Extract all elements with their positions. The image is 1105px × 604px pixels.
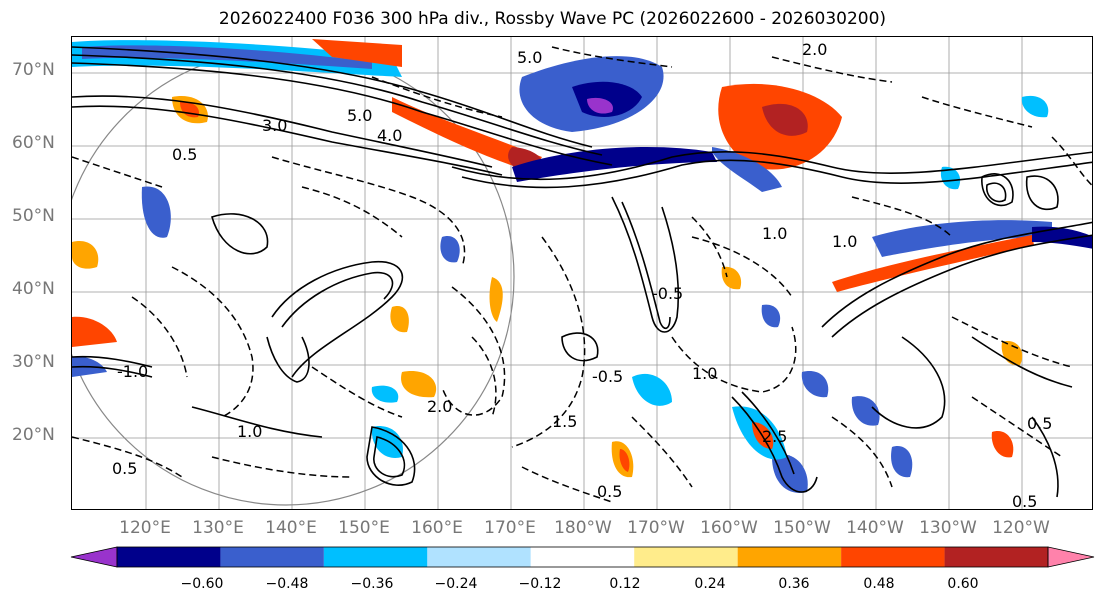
colorbar-tick: 0.12	[609, 576, 641, 592]
lon-label: 130°W	[919, 518, 977, 538]
colorbar-swatches	[70, 546, 1095, 568]
contour-label: 0.5	[597, 482, 622, 501]
colorbar-tick: −0.48	[265, 576, 309, 592]
contour-label: 1.0	[692, 364, 717, 383]
contour-label: 2.0	[427, 397, 452, 416]
colorbar-swatch	[944, 547, 1048, 567]
lon-label: 120°E	[119, 518, 171, 538]
contour-label: 2.5	[762, 427, 787, 446]
map-title: 2026022400 F036 300 hPa div., Rossby Wav…	[218, 9, 887, 29]
contour-label: 0.5	[1012, 492, 1037, 510]
contour-label: 0.5	[172, 145, 197, 164]
lat-label: 40°N	[12, 279, 55, 299]
lon-label: 160°E	[411, 518, 463, 538]
contour-label: 0.5	[1027, 414, 1052, 433]
divergence-shading	[72, 39, 1092, 493]
lat-label: 50°N	[12, 206, 55, 226]
lat-label: 60°N	[12, 133, 55, 153]
lon-label: 150°E	[338, 518, 390, 538]
contour-label: 3.0	[262, 116, 287, 135]
contour-labels: 5.0 5.0 4.0 3.0 2.0 1.0 0.5 -1.0 -0.5 0.…	[112, 40, 1052, 510]
contour-label: 1.0	[832, 232, 857, 251]
contour-label: -0.5	[592, 367, 623, 386]
contour-label: -1.0	[117, 362, 148, 381]
colorbar-swatch	[323, 547, 428, 567]
colorbar-tick: −0.36	[350, 576, 394, 592]
lon-label: 140°W	[846, 518, 904, 538]
lon-label: 140°E	[265, 518, 317, 538]
positive-contours	[72, 46, 1092, 498]
contour-label: 1.0	[237, 422, 262, 441]
lon-label: 120°W	[992, 518, 1050, 538]
map-panel: 5.0 5.0 4.0 3.0 2.0 1.0 0.5 -1.0 -0.5 0.…	[71, 36, 1093, 510]
colorbar-swatch	[530, 547, 635, 567]
colorbar	[70, 546, 1095, 572]
lon-label: 150°W	[773, 518, 831, 538]
colorbar-swatch	[220, 547, 324, 567]
lon-label: 180°W	[554, 518, 612, 538]
colorbar-tick: 0.24	[694, 576, 726, 592]
contour-label: 1.0	[762, 224, 787, 243]
colorbar-frame	[116, 546, 1049, 568]
colorbar-tick: −0.24	[434, 576, 478, 592]
lon-label: 170°E	[484, 518, 536, 538]
colorbar-tick: −0.60	[180, 576, 224, 592]
colorbar-swatch	[841, 547, 945, 567]
contour-label: 5.0	[347, 106, 372, 125]
colorbar-tick: 0.48	[863, 576, 895, 592]
region-circle	[72, 48, 515, 506]
lat-label: 70°N	[12, 60, 55, 80]
negative-contours	[72, 46, 1092, 503]
lon-label: 130°E	[192, 518, 244, 538]
colorbar-swatch	[634, 547, 738, 567]
colorbar-swatch	[1047, 546, 1095, 568]
lon-label: 170°W	[627, 518, 685, 538]
colorbar-tick: 0.60	[947, 576, 979, 592]
contour-label: 2.0	[802, 40, 827, 59]
contour-label: 0.5	[112, 459, 137, 478]
lon-label: 160°W	[700, 518, 758, 538]
colorbar-tick: 0.36	[778, 576, 810, 592]
contour-label: 1.5	[552, 412, 577, 431]
colorbar-swatch	[427, 547, 531, 567]
colorbar-swatch	[70, 546, 118, 568]
contour-label: 4.0	[377, 126, 402, 145]
colorbar-swatch	[737, 547, 842, 567]
contour-label: -0.5	[652, 284, 683, 303]
map-canvas: 5.0 5.0 4.0 3.0 2.0 1.0 0.5 -1.0 -0.5 0.…	[72, 37, 1092, 510]
colorbar-swatch	[117, 547, 221, 567]
colorbar-tick: −0.12	[518, 576, 562, 592]
lat-label: 20°N	[12, 425, 55, 445]
contour-label: 5.0	[517, 48, 542, 67]
lat-label: 30°N	[12, 352, 55, 372]
